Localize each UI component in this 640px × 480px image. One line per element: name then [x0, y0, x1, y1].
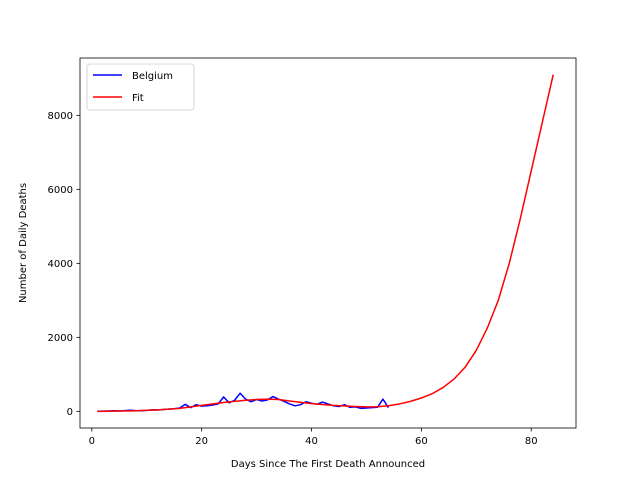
y-tick-label: 8000: [48, 111, 73, 122]
x-axis-ticks: 0 20 40 60 80: [89, 428, 538, 447]
series-layer: [97, 74, 554, 413]
x-tick-label: 0: [89, 436, 95, 447]
x-tick-label: 60: [415, 436, 428, 447]
x-tick-label: 20: [195, 436, 208, 447]
y-tick-label: 6000: [48, 185, 73, 196]
y-tick-label: 4000: [48, 259, 73, 270]
plot-area: [80, 58, 576, 428]
y-tick-label: 0: [67, 407, 73, 418]
axes-layer: [79, 57, 577, 429]
series-line-fit: [97, 74, 554, 413]
x-axis-label: Days Since The First Death Announced: [231, 459, 425, 470]
legend-label-belgium: Belgium: [132, 71, 173, 82]
y-tick-label: 2000: [48, 333, 73, 344]
x-tick-label: 80: [525, 436, 538, 447]
y-axis-label: Number of Daily Deaths: [18, 183, 29, 303]
legend: Belgium Fit: [86, 63, 195, 111]
x-tick-label: 40: [305, 436, 318, 447]
y-axis-ticks: 0 2000 4000 6000 8000: [48, 111, 80, 418]
legend-label-fit: Fit: [132, 93, 144, 104]
plot-frame: [79, 57, 577, 429]
